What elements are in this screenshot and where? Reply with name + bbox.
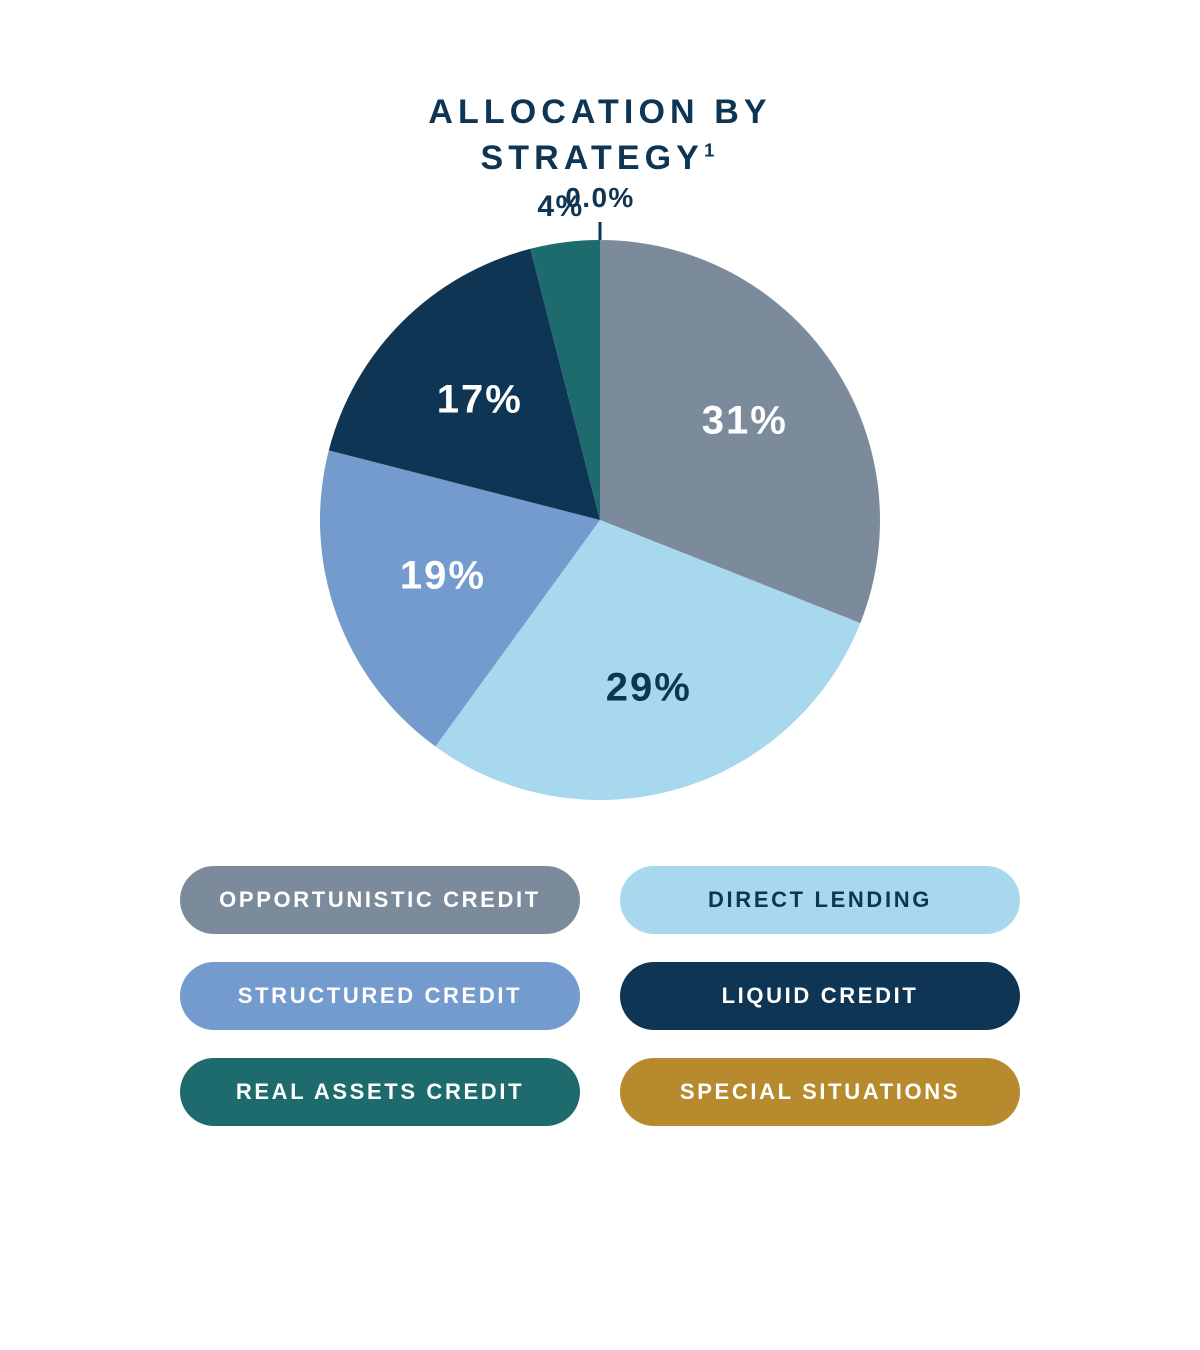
pie-slice-label-structured_credit: 19% bbox=[400, 554, 486, 599]
chart-title-line1: ALLOCATION BY bbox=[428, 93, 771, 131]
legend-item-label: DIRECT LENDING bbox=[708, 887, 932, 913]
legend-item-label: SPECIAL SITUATIONS bbox=[680, 1079, 960, 1105]
pie-chart-container: 0.0% 31%29%19%17%4% bbox=[320, 222, 880, 806]
chart-title: ALLOCATION BY STRATEGY1 bbox=[428, 90, 771, 182]
legend-item-label: LIQUID CREDIT bbox=[722, 983, 919, 1009]
legend-item-direct-lending: DIRECT LENDING bbox=[620, 866, 1020, 934]
legend-item-opportunistic-credit: OPPORTUNISTIC CREDIT bbox=[180, 866, 580, 934]
legend-item-special-situations: SPECIAL SITUATIONS bbox=[620, 1058, 1020, 1126]
pie-slice-label-liquid_credit: 17% bbox=[437, 377, 523, 422]
chart-title-line2: STRATEGY bbox=[481, 139, 704, 177]
pie-slice-label-real_assets_credit: 4% bbox=[537, 190, 583, 224]
legend-item-structured-credit: STRUCTURED CREDIT bbox=[180, 962, 580, 1030]
legend-item-real-assets-credit: REAL ASSETS CREDIT bbox=[180, 1058, 580, 1126]
pie-chart bbox=[320, 222, 880, 806]
legend: OPPORTUNISTIC CREDIT DIRECT LENDING STRUCT… bbox=[180, 866, 1020, 1126]
legend-item-label: OPPORTUNISTIC CREDIT bbox=[219, 887, 541, 913]
pie-slice-label-direct_lending: 29% bbox=[606, 665, 692, 710]
legend-item-label: REAL ASSETS CREDIT bbox=[236, 1079, 524, 1105]
legend-item-label: STRUCTURED CREDIT bbox=[238, 983, 522, 1009]
chart-title-superscript: 1 bbox=[704, 140, 720, 161]
pie-slice-label-opportunistic_credit: 31% bbox=[702, 399, 788, 444]
legend-item-liquid-credit: LIQUID CREDIT bbox=[620, 962, 1020, 1030]
